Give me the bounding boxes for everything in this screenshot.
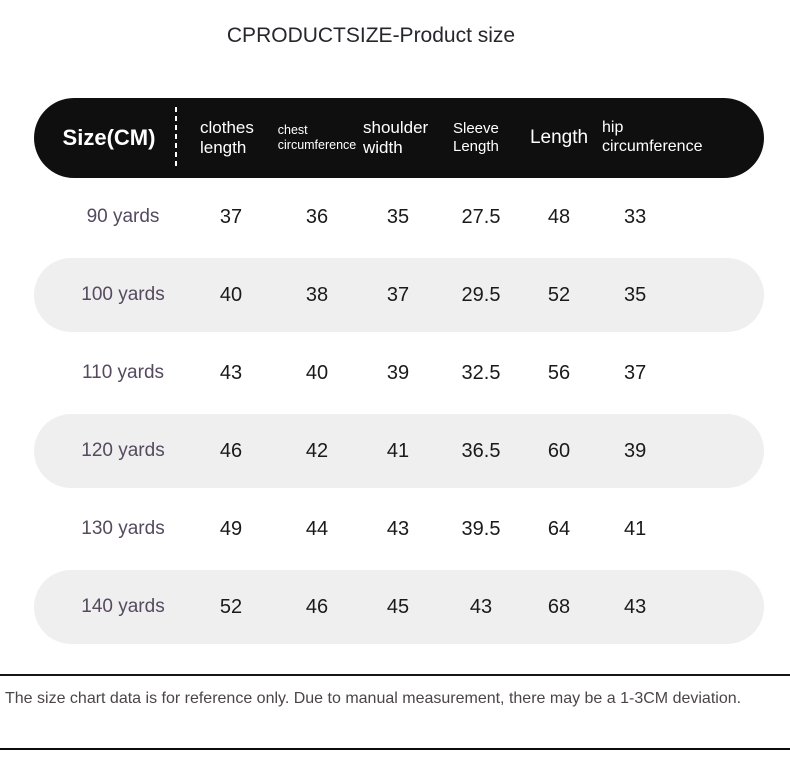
cell-hip-circumference: 37 [624, 361, 647, 384]
cell-clothes-length: 46 [219, 439, 243, 462]
table-header: Size(CM) clothes length chest circumfere… [34, 98, 764, 178]
cell-hip-circumference: 33 [624, 205, 647, 228]
row-size-label: 140 yards [81, 596, 165, 617]
cell-hip-circumference: 39 [624, 439, 647, 462]
header-col-sleeve-length: Sleeve Length [440, 120, 522, 155]
cell-sleeve-length: 39.5 [461, 517, 501, 540]
header-label: clothes length [200, 117, 254, 157]
cell-clothes-length: 43 [219, 361, 243, 384]
header-label: shoulder width [363, 117, 429, 157]
cell-chest-circumference: 38 [305, 283, 329, 306]
cell-hip-circumference: 35 [624, 283, 647, 306]
row-size-label: 110 yards [81, 362, 165, 383]
cell-hip-circumference: 43 [624, 595, 647, 618]
header-label: Length [529, 126, 589, 148]
cell-shoulder-width: 41 [386, 439, 410, 462]
cell-shoulder-width: 39 [386, 361, 410, 384]
cell-shoulder-width: 35 [386, 205, 410, 228]
cell-chest-circumference: 46 [305, 595, 329, 618]
cell-shoulder-width: 43 [386, 517, 410, 540]
cell-length: 60 [547, 439, 571, 462]
header-col-hip-circumference: hip circumference [596, 119, 764, 157]
cell-sleeve-length: 32.5 [461, 361, 501, 384]
cell-clothes-length: 49 [219, 517, 243, 540]
cell-length: 52 [547, 283, 571, 306]
cell-clothes-length: 37 [219, 205, 243, 228]
cell-shoulder-width: 37 [386, 283, 410, 306]
cell-length: 64 [547, 517, 571, 540]
cell-sleeve-length: 29.5 [461, 283, 501, 306]
cell-length: 48 [547, 205, 571, 228]
cell-length: 56 [547, 361, 571, 384]
header-col-chest-circumference: chest circumference [277, 123, 357, 153]
cell-sleeve-length: 27.5 [461, 205, 501, 228]
table-row-130-yards: 130 yards 49 44 43 39.5 64 41 [34, 490, 764, 568]
header-label: hip circumference [602, 119, 703, 155]
header-col-shoulder-width: shoulder width [356, 118, 440, 158]
header-dashed-divider [175, 107, 177, 169]
table-row-120-yards: 120 yards 46 42 41 36.5 60 39 [34, 414, 764, 488]
cell-sleeve-length: 36.5 [461, 439, 501, 462]
header-col-length: Length [522, 127, 596, 149]
table-row-110-yards: 110 yards 43 40 39 32.5 56 37 [34, 334, 764, 412]
cell-chest-circumference: 36 [305, 205, 329, 228]
cell-clothes-length: 52 [219, 595, 243, 618]
table-row-140-yards: 140 yards 52 46 45 43 68 43 [34, 570, 764, 644]
page-title: CPRODUCTSIZE-Product size [226, 24, 516, 47]
footer-note: The size chart data is for reference onl… [5, 690, 742, 707]
cell-hip-circumference: 41 [624, 517, 647, 540]
cell-chest-circumference: 40 [305, 361, 329, 384]
row-size-label: 100 yards [81, 284, 165, 305]
header-size-cm: Size(CM) [62, 125, 156, 150]
footer-band: The size chart data is for reference onl… [0, 674, 790, 750]
header-label: Sleeve Length [453, 120, 499, 155]
row-size-label: 130 yards [81, 518, 165, 539]
header-label: chest circumference [277, 123, 357, 152]
table-row-90-yards: 90 yards 37 36 35 27.5 48 33 [34, 178, 764, 256]
header-col-clothes-length: clothes length [184, 118, 278, 158]
size-table: Size(CM) clothes length chest circumfere… [34, 98, 764, 644]
cell-chest-circumference: 44 [305, 517, 329, 540]
table-row-100-yards: 100 yards 40 38 37 29.5 52 35 [34, 258, 764, 332]
cell-length: 68 [547, 595, 571, 618]
cell-shoulder-width: 45 [386, 595, 410, 618]
row-size-label: 120 yards [81, 440, 165, 461]
cell-chest-circumference: 42 [305, 439, 329, 462]
cell-sleeve-length: 43 [469, 595, 493, 618]
row-size-label: 90 yards [86, 206, 160, 227]
cell-clothes-length: 40 [219, 283, 243, 306]
